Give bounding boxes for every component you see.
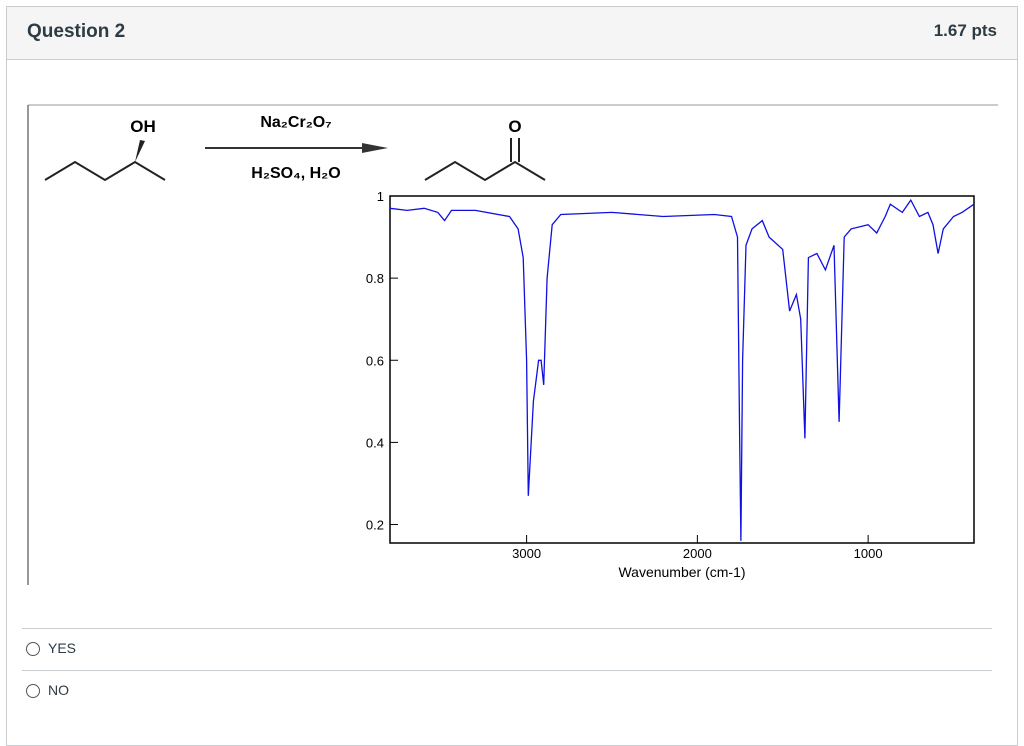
question-title: Question 2 <box>27 21 126 42</box>
question-card: Question 2 1.67 pts <box>6 6 1018 746</box>
option-no[interactable]: NO <box>22 670 992 713</box>
x-axis-label: Wavenumber (cm-1) <box>618 564 745 580</box>
x-tick-label: 1000 <box>854 546 883 561</box>
y-tick-label: 0.6 <box>366 353 384 368</box>
product-structure <box>424 138 546 182</box>
option-yes[interactable]: YES <box>22 628 992 671</box>
question-header: Question 2 1.67 pts <box>7 7 1017 60</box>
reagent-below: H₂SO₄, H₂O <box>251 165 340 182</box>
x-tick-label: 3000 <box>512 546 541 561</box>
radio[interactable] <box>26 642 40 656</box>
option-label: NO <box>48 682 69 698</box>
option-label: YES <box>48 640 77 656</box>
y-tick-label: 0.2 <box>366 518 384 533</box>
product-label: O <box>508 117 521 136</box>
question-points: 1.67 pts <box>933 21 997 40</box>
reactant-label: OH <box>130 117 156 136</box>
radio[interactable] <box>26 684 40 698</box>
reagent-above: Na₂Cr₂O₇ <box>260 114 331 131</box>
x-tick-label: 2000 <box>683 546 712 561</box>
y-tick-label: 1 <box>377 189 384 204</box>
plot-frame <box>389 195 975 544</box>
figure: OH Na₂Cr₂O₇ H₂SO₄, H₂O O Wavenumber (cm-… <box>27 104 998 585</box>
y-tick-label: 0.8 <box>366 271 384 286</box>
arrow-head <box>362 143 388 153</box>
y-tick-label: 0.4 <box>366 435 384 450</box>
reactant-structure <box>44 160 166 182</box>
spectrum-line <box>389 198 975 541</box>
wedge-bond <box>135 140 145 162</box>
